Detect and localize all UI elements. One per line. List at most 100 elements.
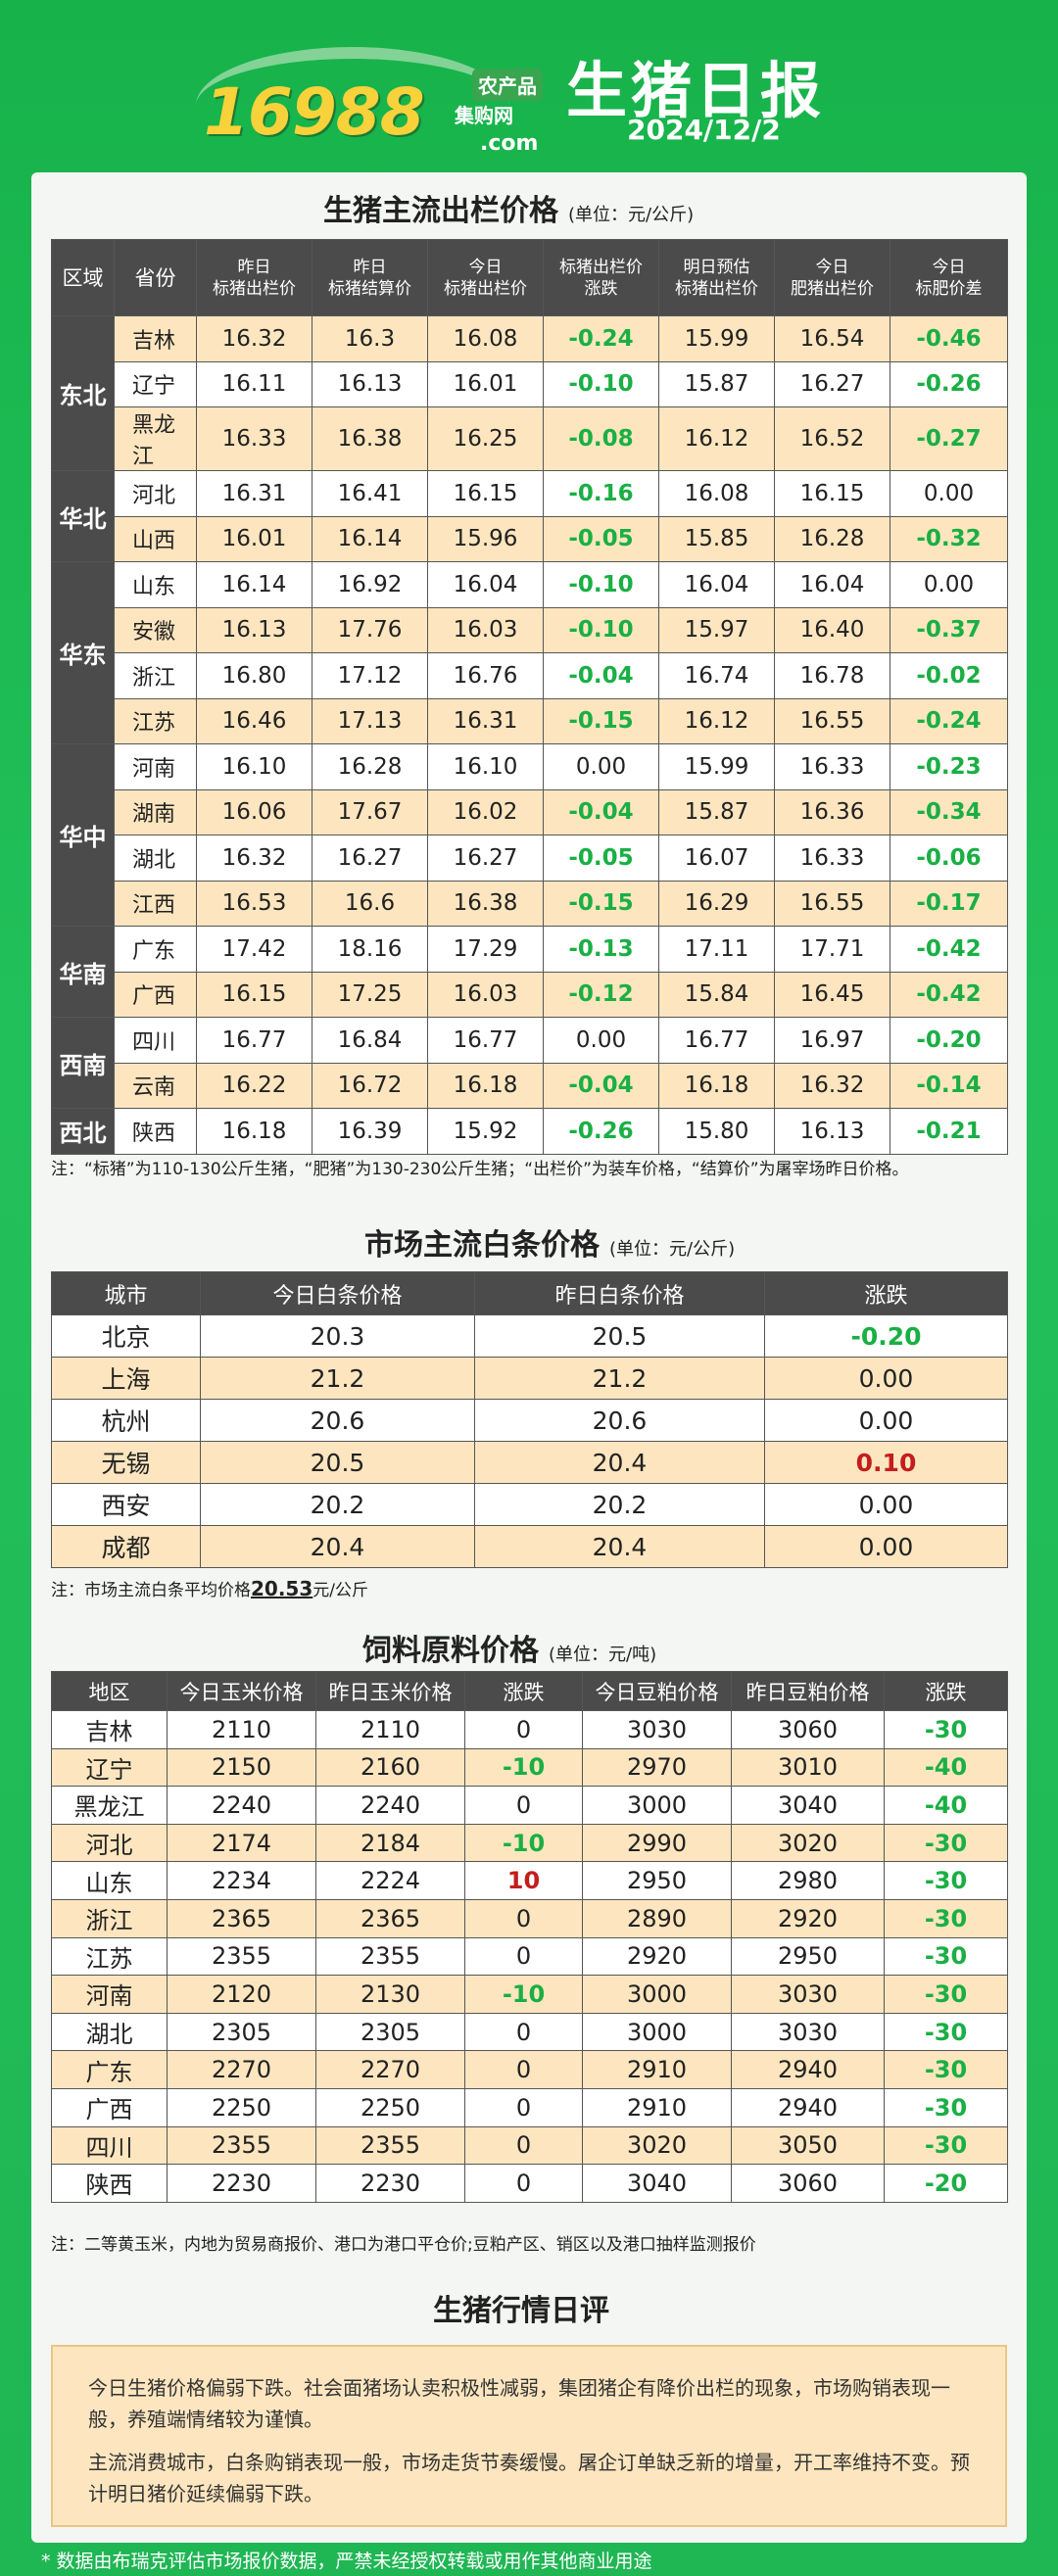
feed-price-table: 地区 今日玉米价格 昨日玉米价格 涨跌 今日豆粕价格 昨日豆粕价格 涨跌 吉林 2110 211… xyxy=(51,1671,1008,2203)
price-cell: 20.2 xyxy=(474,1483,765,1526)
price-cell: 2890 xyxy=(582,1898,732,1938)
price-cell: 17.71 xyxy=(774,926,890,973)
price-cell: 2174 xyxy=(167,1823,316,1863)
pork-price-table: 城市 今日白条价格 昨日白条价格 涨跌 北京 20.3 20.5 -0.20 上海 21.2 21… xyxy=(51,1271,1008,1568)
price-cell: 2910 xyxy=(582,2087,732,2127)
region-cell: 黑龙江 xyxy=(51,1786,168,1825)
table-row: 黑龙江 2240 2240 0 3000 3040 -40 xyxy=(51,1786,1008,1825)
city-cell: 无锡 xyxy=(51,1441,201,1484)
price-cell: 2920 xyxy=(582,1936,732,1977)
price-cell: 2980 xyxy=(731,1861,885,1900)
table-row: 陕西 2230 2230 0 3040 3060 -20 xyxy=(51,2164,1008,2203)
price-cell: 0.00 xyxy=(890,470,1008,517)
price-cell: 2365 xyxy=(315,1898,465,1938)
city-cell: 上海 xyxy=(51,1357,201,1400)
table-row: 上海 21.2 21.2 0.00 xyxy=(51,1357,1008,1400)
region-cell: 华南 xyxy=(51,926,115,1018)
price-cell: 2355 xyxy=(167,2125,316,2166)
price-cell: -0.10 xyxy=(543,561,659,608)
price-cell: 2355 xyxy=(167,1936,316,1977)
price-cell: 2940 xyxy=(731,2087,885,2127)
price-cell: -0.21 xyxy=(890,1108,1008,1155)
price-cell: 2990 xyxy=(582,1823,732,1863)
price-cell: 16.13 xyxy=(312,360,428,407)
price-cell: 16.74 xyxy=(658,652,775,699)
price-cell: 18.16 xyxy=(312,926,428,973)
price-cell: 2970 xyxy=(582,1747,732,1788)
price-cell: -30 xyxy=(884,2087,1008,2127)
price-cell: 0 xyxy=(464,1786,583,1825)
price-cell: 16.38 xyxy=(312,406,428,471)
price-cell: 16.25 xyxy=(427,406,544,471)
price-cell: 10 xyxy=(464,1861,583,1900)
table-row: 云南 16.22 16.72 16.18 -0.04 16.18 16.32 -0.14 xyxy=(52,1062,1008,1109)
province-cell: 湖南 xyxy=(114,788,197,835)
region-cell: 西北 xyxy=(51,1108,115,1155)
price-cell: -0.15 xyxy=(543,697,659,744)
logo-sub1: 农产品 xyxy=(472,69,543,101)
price-cell: 16.3 xyxy=(312,315,428,362)
price-cell: 3030 xyxy=(731,1975,885,2014)
price-cell: 0 xyxy=(464,2164,583,2203)
table-row: 浙江 2365 2365 0 2890 2920 -30 xyxy=(51,1898,1008,1938)
region-cell: 四川 xyxy=(51,2125,168,2166)
price-cell: 15.80 xyxy=(658,1108,775,1155)
price-cell: 16.03 xyxy=(427,606,544,653)
price-cell: 16.27 xyxy=(774,360,890,407)
table-row: 吉林 2110 2110 0 3030 3060 -30 xyxy=(51,1710,1008,1749)
price-cell: 16.76 xyxy=(427,652,544,699)
price-cell: 20.6 xyxy=(474,1399,765,1442)
price-cell: -0.26 xyxy=(890,360,1008,407)
section2-note-prefix: 注：市场主流白条平均价格 xyxy=(51,1581,251,1600)
price-cell: 2230 xyxy=(167,2164,316,2203)
table-row: 江苏 16.46 17.13 16.31 -0.15 16.12 16.55 -0.24 xyxy=(52,697,1008,744)
section1-title-text: 生猪主流出栏价格 xyxy=(323,194,558,228)
price-cell: -0.02 xyxy=(890,652,1008,699)
commentary-box: 今日生猪价格偏弱下跌。社会面猪场认卖积极性减弱，集团猪企有降价出栏的现象，市场购… xyxy=(51,2345,1007,2527)
price-cell: 2184 xyxy=(315,1823,465,1863)
table-row: 华东 山东 16.14 16.92 16.04 -0.10 16.04 16.04 0.00 xyxy=(51,561,1008,744)
price-cell: -0.15 xyxy=(543,880,659,927)
pork-table-header: 城市 今日白条价格 昨日白条价格 涨跌 xyxy=(51,1271,1008,1315)
price-cell: 15.92 xyxy=(427,1108,544,1155)
province-cell: 山东 xyxy=(114,561,197,608)
commentary-p1: 今日生猪价格偏弱下跌。社会面猪场认卖积极性减弱，集团猪企有降价出栏的现象，市场购… xyxy=(88,2376,950,2431)
price-cell: 2230 xyxy=(315,2164,465,2203)
section1-title: 生猪主流出栏价格 (单位：元/公斤) xyxy=(323,186,694,229)
price-cell: 2240 xyxy=(167,1786,316,1825)
price-cell: 16.33 xyxy=(774,743,890,790)
region-cell: 山东 xyxy=(51,1861,168,1900)
hog-header-cell: 省份 xyxy=(114,239,197,316)
price-cell: -20 xyxy=(884,2164,1008,2203)
price-cell: 16.14 xyxy=(196,561,313,608)
price-cell: 20.5 xyxy=(200,1441,475,1484)
price-cell: 2250 xyxy=(167,2087,316,2127)
price-cell: 3060 xyxy=(731,1710,885,1749)
price-cell: 3020 xyxy=(731,1823,885,1863)
price-cell: -0.17 xyxy=(890,880,1008,927)
price-cell: 16.10 xyxy=(196,743,313,790)
price-cell: 2110 xyxy=(167,1710,316,1749)
price-cell: 16.84 xyxy=(312,1017,428,1064)
city-cell: 北京 xyxy=(51,1314,201,1358)
table-row: 山西 16.01 16.14 15.96 -0.05 15.85 16.28 -0.32 xyxy=(52,515,1008,562)
price-cell: -0.10 xyxy=(543,606,659,653)
table-row: 广西 16.15 17.25 16.03 -0.12 15.84 16.45 -0.42 xyxy=(52,971,1008,1018)
province-cell: 广东 xyxy=(114,926,197,973)
price-cell: -10 xyxy=(464,1823,583,1863)
hog-header-cell: 今日 肥猪出栏价 xyxy=(774,239,890,316)
price-cell: 3000 xyxy=(582,1786,732,1825)
section1-note: 注：“标猪”为110-130公斤生猪，“肥猪”为130-230公斤生猪；“出栏价… xyxy=(51,1160,909,1179)
price-cell: 0.00 xyxy=(543,743,659,790)
section2-note: 注：市场主流白条平均价格20.53元/公斤 xyxy=(51,1577,368,1602)
price-cell: 0 xyxy=(464,1936,583,1977)
price-cell: 15.99 xyxy=(658,743,775,790)
price-cell: -0.46 xyxy=(890,315,1008,362)
price-cell: 16.10 xyxy=(427,743,544,790)
price-cell: 0.00 xyxy=(764,1399,1008,1442)
region-cell: 河南 xyxy=(51,1975,168,2014)
price-cell: 16.15 xyxy=(196,971,313,1018)
price-cell: 16.92 xyxy=(312,561,428,608)
price-cell: 0.00 xyxy=(764,1357,1008,1400)
province-cell: 山西 xyxy=(114,515,197,562)
